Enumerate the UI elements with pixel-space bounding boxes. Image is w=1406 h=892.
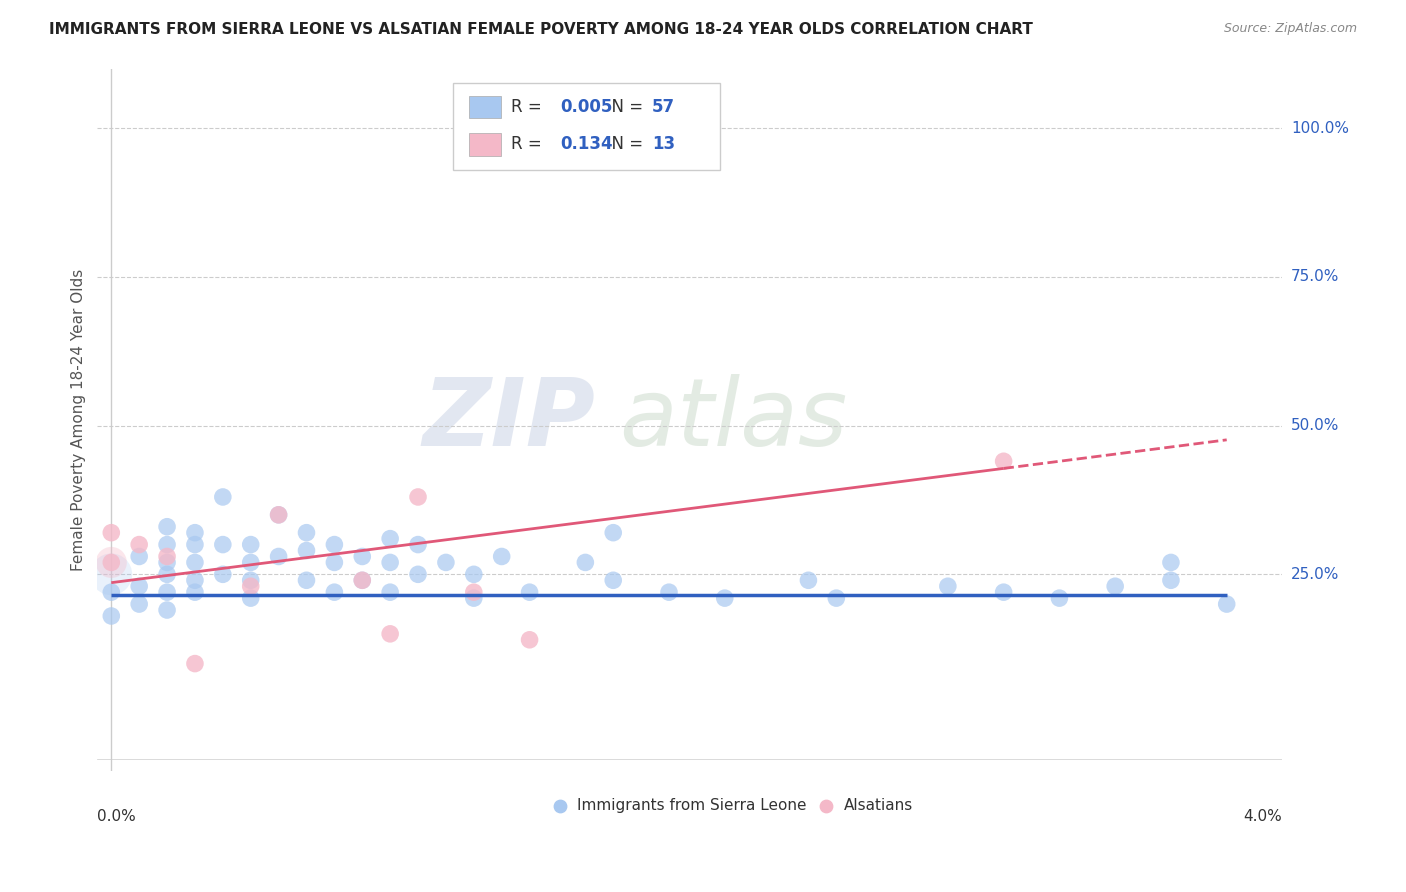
Text: 0.005: 0.005	[561, 98, 613, 116]
Point	[323, 556, 346, 570]
Point	[378, 556, 401, 570]
Point	[658, 585, 681, 599]
Point	[519, 632, 541, 647]
Point	[434, 556, 457, 570]
Point	[267, 508, 290, 522]
Point	[323, 585, 346, 599]
Point	[352, 574, 374, 588]
Point	[574, 556, 596, 570]
Point	[239, 538, 262, 552]
Text: ZIP: ZIP	[422, 374, 595, 466]
Point	[378, 532, 401, 546]
Text: 57: 57	[652, 98, 675, 116]
Point	[323, 538, 346, 552]
Point	[491, 549, 513, 564]
Point	[406, 490, 429, 504]
Text: 75.0%: 75.0%	[1291, 269, 1339, 285]
Point	[267, 549, 290, 564]
Text: 4.0%: 4.0%	[1244, 809, 1282, 824]
Point	[1215, 597, 1237, 611]
Point	[936, 579, 959, 593]
Text: 0.134: 0.134	[561, 136, 613, 153]
Text: IMMIGRANTS FROM SIERRA LEONE VS ALSATIAN FEMALE POVERTY AMONG 18-24 YEAR OLDS CO: IMMIGRANTS FROM SIERRA LEONE VS ALSATIAN…	[49, 22, 1033, 37]
Text: R =: R =	[510, 98, 547, 116]
Point	[156, 603, 179, 617]
Point	[100, 585, 122, 599]
Text: Source: ZipAtlas.com: Source: ZipAtlas.com	[1223, 22, 1357, 36]
Point	[184, 538, 207, 552]
Text: N =: N =	[600, 98, 648, 116]
Point	[1160, 574, 1182, 588]
Point	[100, 556, 122, 570]
Point	[184, 525, 207, 540]
Point	[352, 549, 374, 564]
Text: 0.0%: 0.0%	[97, 809, 136, 824]
Point	[211, 490, 233, 504]
Point	[184, 657, 207, 671]
Text: 25.0%: 25.0%	[1291, 566, 1339, 582]
Text: Immigrants from Sierra Leone: Immigrants from Sierra Leone	[578, 798, 807, 814]
Point	[156, 567, 179, 582]
Point	[239, 591, 262, 606]
Point	[128, 579, 150, 593]
Point	[825, 591, 848, 606]
Point	[156, 556, 179, 570]
Point	[211, 538, 233, 552]
Point	[1047, 591, 1070, 606]
Text: 13: 13	[652, 136, 675, 153]
Point	[239, 574, 262, 588]
Point	[602, 574, 624, 588]
Point	[128, 549, 150, 564]
Point	[463, 567, 485, 582]
Point	[993, 585, 1015, 599]
Point	[100, 609, 122, 624]
Point	[184, 556, 207, 570]
Point	[211, 567, 233, 582]
Point	[1160, 556, 1182, 570]
Point	[295, 525, 318, 540]
Point	[406, 567, 429, 582]
Text: 100.0%: 100.0%	[1291, 120, 1348, 136]
Point	[1104, 579, 1126, 593]
Point	[239, 579, 262, 593]
Point	[797, 574, 820, 588]
Text: atlas: atlas	[619, 374, 846, 465]
Point	[295, 543, 318, 558]
Point	[993, 454, 1015, 468]
Point	[184, 585, 207, 599]
FancyBboxPatch shape	[453, 83, 720, 170]
Point	[463, 585, 485, 599]
Point	[100, 567, 122, 582]
Point	[352, 574, 374, 588]
Point	[156, 549, 179, 564]
Point	[378, 627, 401, 641]
Point	[128, 597, 150, 611]
Point	[463, 591, 485, 606]
Text: R =: R =	[510, 136, 547, 153]
Point	[267, 508, 290, 522]
FancyBboxPatch shape	[470, 96, 502, 119]
Point	[406, 538, 429, 552]
Point	[295, 574, 318, 588]
Point	[519, 585, 541, 599]
Point	[156, 585, 179, 599]
Point	[378, 585, 401, 599]
Point	[100, 525, 122, 540]
Point	[156, 519, 179, 533]
Point	[100, 556, 122, 570]
Point	[128, 538, 150, 552]
Point	[713, 591, 735, 606]
Point	[239, 556, 262, 570]
FancyBboxPatch shape	[470, 133, 502, 155]
Text: Alsatians: Alsatians	[844, 798, 914, 814]
Point	[156, 538, 179, 552]
Y-axis label: Female Poverty Among 18-24 Year Olds: Female Poverty Among 18-24 Year Olds	[72, 268, 86, 571]
Point	[602, 525, 624, 540]
Text: 50.0%: 50.0%	[1291, 418, 1339, 433]
Text: N =: N =	[600, 136, 648, 153]
Point	[184, 574, 207, 588]
